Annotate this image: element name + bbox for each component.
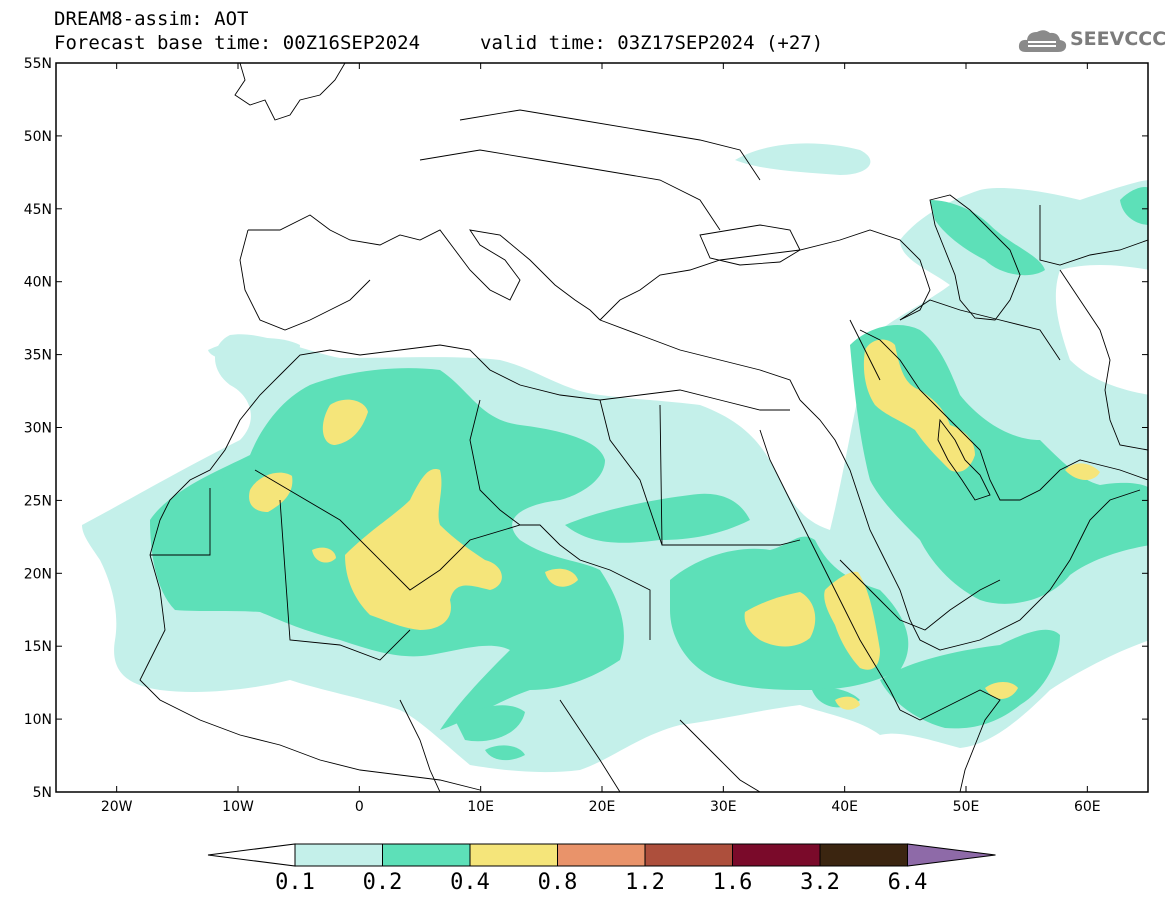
valid-time: valid time: 03Z17SEP2024 (+27) (480, 32, 824, 54)
lat-label: 45N (24, 202, 52, 218)
lon-label: 30E (710, 799, 737, 815)
colorbar-label: 6.4 (887, 870, 928, 895)
colorbar-segment (469, 843, 558, 867)
lat-label: 10N (24, 712, 52, 728)
colorbar-segment (732, 843, 821, 867)
colorbar-label: 0.4 (450, 870, 490, 895)
country-boundaries (139, 63, 1148, 792)
lon-label: 10W (222, 799, 254, 815)
colorbar-segment (294, 843, 383, 867)
colorbar-label: 0.2 (362, 870, 403, 895)
colorbar-label: 3.2 (800, 870, 840, 895)
lat-label: 25N (24, 493, 52, 509)
logo-text: SEEVCCC (1070, 28, 1165, 50)
map-title: DREAM8-assim: AOT (54, 8, 249, 30)
lat-label: 20N (24, 566, 52, 582)
latitude-axis: 55N 50N 45N 40N 35N 30N 25N 20N 15N 10N 5N (24, 56, 1148, 801)
forecast-base-time: Forecast base time: 00Z16SEP2024 (54, 32, 421, 54)
colorbar-segment (557, 843, 646, 867)
colorbar-label: 1.6 (712, 870, 753, 895)
lon-label: 10E (467, 799, 494, 815)
colorbar-over-triangle (907, 843, 996, 867)
lat-label: 40N (24, 275, 52, 291)
lat-label: 55N (24, 56, 52, 72)
cloud-icon (1018, 30, 1067, 52)
lon-label: 40E (831, 799, 858, 815)
lon-label: 50E (953, 799, 980, 815)
colorbar-label: 0.1 (275, 870, 315, 895)
colorbar (207, 843, 996, 867)
lat-label: 30N (24, 421, 52, 437)
lon-label: 20E (589, 799, 616, 815)
lat-label: 15N (24, 639, 52, 655)
longitude-axis: 20W 10W 0 10E 20E 30E 40E 50E 60E (101, 63, 1101, 815)
seevccc-logo: SEEVCCC (1016, 24, 1165, 58)
lon-label: 20W (101, 799, 133, 815)
colorbar-under-triangle (207, 843, 296, 867)
lat-label: 35N (24, 348, 52, 364)
lon-label: 60E (1074, 799, 1101, 815)
colorbar-label: 0.8 (537, 870, 578, 895)
colorbar-segment (644, 843, 733, 867)
colorbar-label: 1.2 (625, 870, 665, 895)
lat-label: 50N (24, 129, 52, 145)
colorbar-segment (819, 843, 908, 867)
colorbar-segment (382, 843, 471, 867)
lon-label: 0 (355, 799, 364, 815)
lat-label: 5N (33, 785, 52, 801)
